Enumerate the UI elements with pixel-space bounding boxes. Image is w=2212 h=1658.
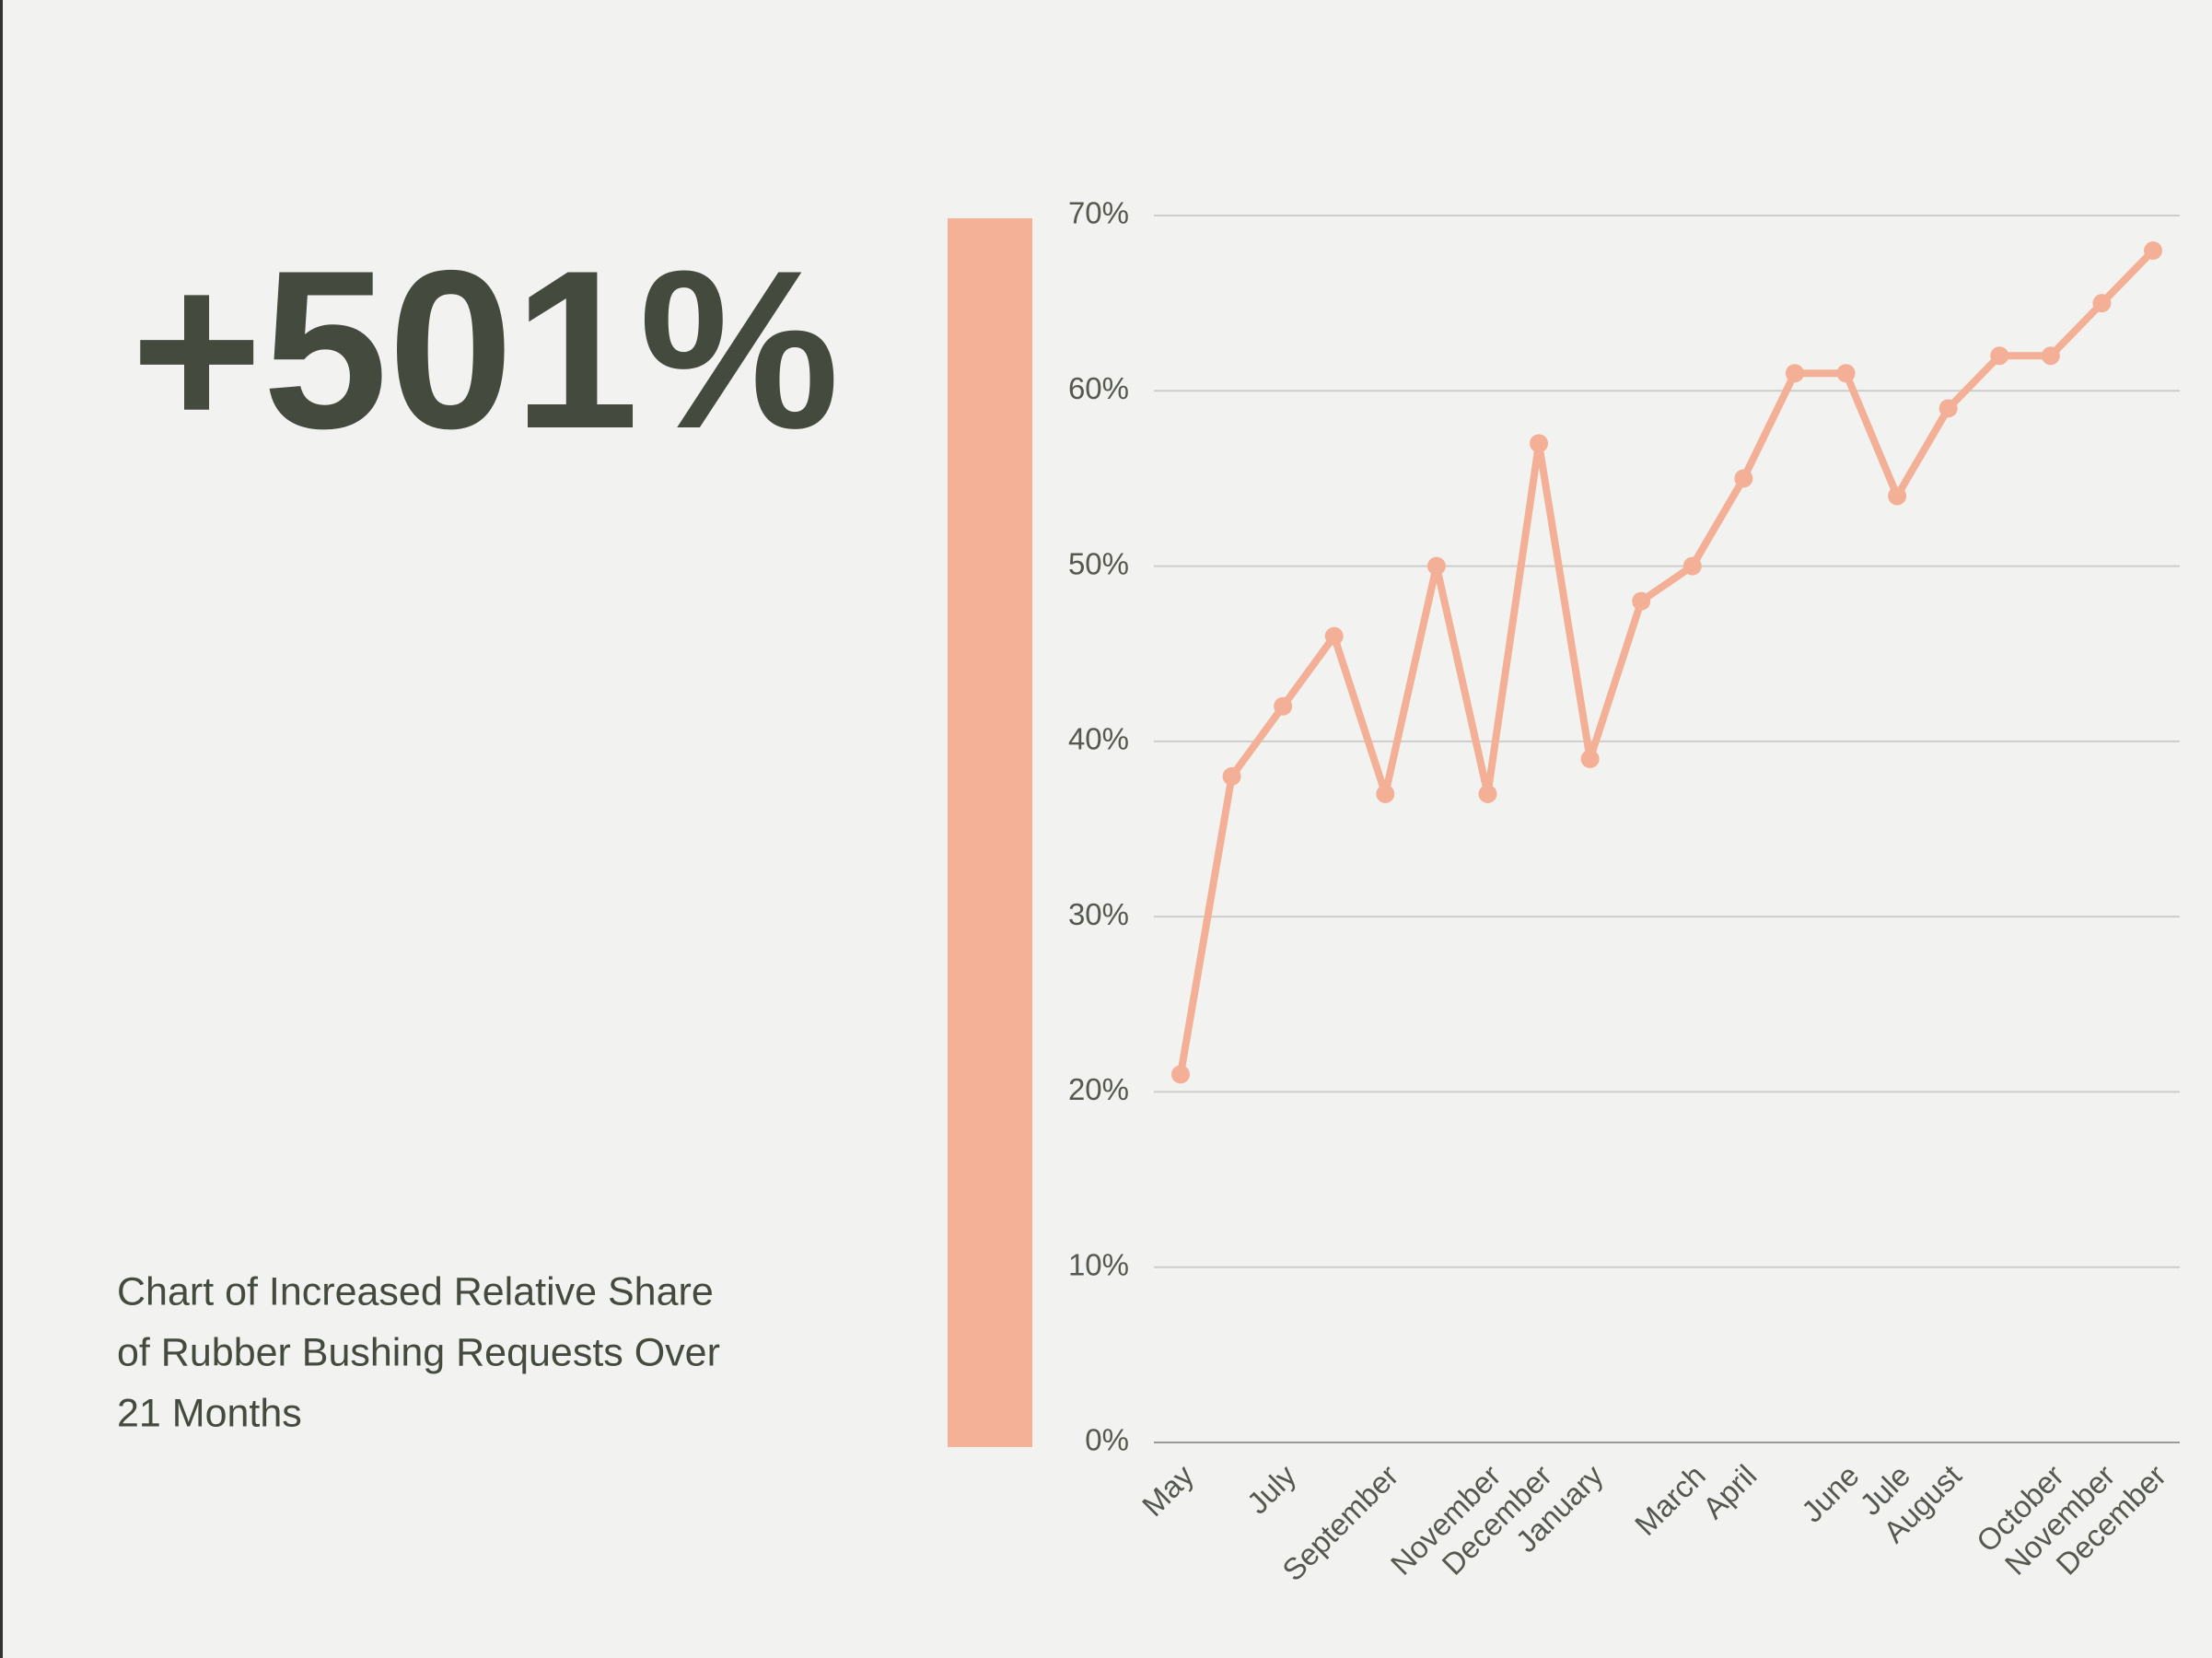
data-point	[1426, 556, 1446, 576]
data-point	[1990, 346, 2009, 366]
series-line	[1177, 248, 2156, 1076]
data-point	[1785, 364, 1804, 383]
data-point	[1478, 784, 1497, 803]
y-tick-label: 20%	[1068, 1072, 1129, 1106]
data-point	[1836, 364, 1856, 383]
y-tick-label: 50%	[1068, 546, 1129, 580]
data-point	[2041, 346, 2060, 366]
data-point	[2092, 294, 2112, 313]
data-point	[1376, 784, 1395, 803]
y-tick-label: 10%	[1068, 1247, 1129, 1281]
data-point	[1734, 469, 1753, 488]
y-tick-label: 60%	[1068, 371, 1129, 405]
y-tick-label: 70%	[1068, 196, 1129, 230]
headline: +501%	[131, 223, 840, 475]
data-point	[1632, 591, 1651, 611]
y-tick-label: 30%	[1068, 897, 1129, 931]
data-point	[1682, 556, 1702, 576]
data-point	[1938, 399, 1958, 418]
caption: Chart of Increased Relative Share of Rubb…	[117, 1269, 720, 1435]
data-point	[2144, 241, 2162, 261]
data-point	[1580, 749, 1600, 768]
caption-line: of Rubber Bushing Requests Over	[117, 1330, 720, 1374]
left-border	[0, 0, 3, 1658]
data-point	[1222, 766, 1241, 786]
data-point	[1324, 626, 1344, 646]
data-point	[1274, 696, 1293, 716]
accent-bar	[948, 218, 1032, 1447]
caption-line: 21 Months	[117, 1391, 302, 1435]
y-tick-label: 40%	[1068, 722, 1129, 756]
data-point	[1530, 434, 1549, 453]
caption-line: Chart of Increased Relative Share	[117, 1269, 714, 1314]
y-tick-label: 0%	[1085, 1423, 1129, 1457]
data-point	[1171, 1065, 1190, 1084]
data-point	[1888, 486, 1907, 506]
